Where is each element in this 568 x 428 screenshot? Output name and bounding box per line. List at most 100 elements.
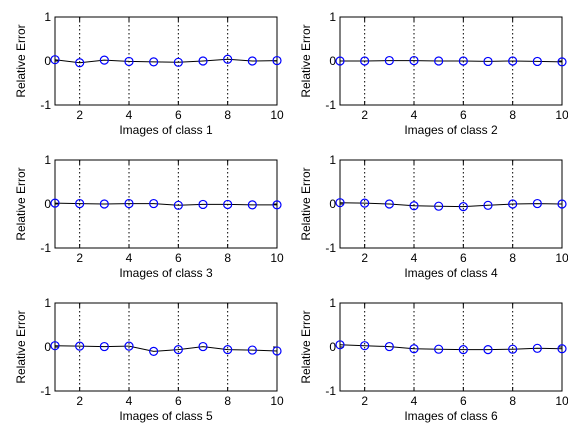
x-tick-label: 2 [76, 251, 83, 265]
x-axis-label: Images of class 4 [404, 266, 498, 280]
y-tick-label: -1 [40, 384, 51, 398]
data-point [360, 56, 370, 66]
x-tick-label: 10 [555, 394, 568, 408]
data-point [50, 198, 60, 208]
y-tick-label: 0 [329, 54, 336, 68]
data-point [272, 55, 282, 66]
data-point [532, 343, 542, 353]
data-point [149, 57, 159, 67]
x-tick-label: 2 [76, 394, 83, 408]
subplot-class-1: 2 4 6 8 10 -1 0 1 Images of class 1 Relative Erro… [14, 10, 284, 137]
data-point [384, 199, 394, 209]
series-line [340, 60, 563, 63]
x-tick-label: 8 [509, 394, 516, 408]
subplot-class-3: 2 4 6 8 10 -1 0 1 Images of class 3 Relative Erro… [14, 153, 284, 280]
y-tick-label: 1 [329, 10, 336, 24]
x-tick-label: 4 [126, 394, 133, 408]
data-point [75, 58, 85, 68]
data-point [360, 341, 370, 351]
data-point [532, 56, 542, 67]
x-tick-label: 6 [175, 108, 182, 122]
x-tick-label: 4 [411, 394, 418, 408]
series-line [54, 58, 278, 64]
data-point [335, 340, 345, 350]
x-axis-label: Images of class 1 [119, 123, 213, 137]
x-axis-label: Images of class 6 [404, 409, 498, 423]
x-tick-label: 2 [361, 394, 368, 408]
data-point [223, 199, 233, 210]
y-tick-label: 1 [44, 153, 51, 167]
x-tick-label: 10 [555, 108, 568, 122]
x-axis-label: Images of class 3 [119, 266, 213, 280]
x-tick-label: 2 [361, 251, 368, 265]
data-point [124, 198, 134, 209]
data-point [384, 341, 394, 352]
x-tick-label: 10 [270, 394, 284, 408]
data-point [409, 344, 419, 354]
data-point [223, 345, 233, 355]
data-point [557, 344, 567, 354]
data-point [434, 56, 444, 66]
x-axis-label: Images of class 5 [119, 409, 213, 423]
series-line [54, 345, 278, 352]
data-point [557, 57, 567, 67]
data-point [149, 198, 159, 209]
axes-frame [54, 302, 278, 392]
x-tick-label: 8 [509, 251, 516, 265]
x-tick-label: 8 [224, 251, 231, 265]
axes-frame [54, 16, 278, 106]
x-tick-label: 10 [270, 251, 284, 265]
data-point [557, 199, 567, 209]
series-line [339, 202, 563, 208]
subplot-class-6: 2 4 6 8 10 -1 0 1 Images of class 6 Relative Erro… [299, 296, 568, 423]
y-tick-label: 1 [329, 153, 336, 167]
y-axis-label: Relative Error [299, 167, 313, 240]
data-point [124, 56, 134, 67]
series-line [54, 202, 277, 206]
y-tick-label: 1 [44, 10, 51, 24]
data-point [483, 56, 493, 67]
data-point [223, 54, 233, 64]
x-tick-label: 6 [175, 394, 182, 408]
data-point [508, 56, 518, 66]
data-point [247, 345, 257, 355]
y-tick-label: 1 [329, 296, 336, 310]
y-tick-label: 0 [44, 340, 51, 354]
y-tick-label: 1 [44, 296, 51, 310]
data-point [335, 56, 345, 66]
data-point [458, 202, 468, 212]
x-tick-label: 6 [460, 394, 467, 408]
y-tick-label: -1 [40, 241, 51, 255]
x-tick-label: 6 [175, 251, 182, 265]
data-point [458, 56, 468, 66]
data-point [532, 198, 542, 209]
x-tick-label: 6 [460, 108, 467, 122]
data-point [75, 198, 85, 209]
x-tick-label: 8 [224, 108, 231, 122]
y-tick-label: 0 [44, 54, 51, 68]
data-point [335, 198, 345, 208]
y-tick-label: 0 [44, 197, 51, 211]
x-tick-label: 8 [509, 108, 516, 122]
data-point [384, 55, 394, 66]
x-tick-label: 4 [126, 251, 133, 265]
y-axis-label: Relative Error [14, 24, 28, 97]
data-point [360, 198, 370, 208]
data-point [173, 57, 183, 67]
data-point [50, 341, 60, 351]
data-point [198, 341, 208, 352]
y-axis-label: Relative Error [299, 310, 313, 383]
x-tick-label: 2 [76, 108, 83, 122]
data-point [434, 344, 444, 354]
x-tick-label: 4 [126, 108, 133, 122]
data-point [198, 56, 208, 66]
x-tick-label: 2 [361, 108, 368, 122]
y-tick-label: 0 [329, 197, 336, 211]
y-tick-label: 0 [329, 340, 336, 354]
data-point [272, 346, 282, 356]
data-point [124, 341, 134, 351]
axes-frame [339, 302, 563, 392]
data-point [99, 199, 109, 209]
data-point [198, 199, 208, 210]
